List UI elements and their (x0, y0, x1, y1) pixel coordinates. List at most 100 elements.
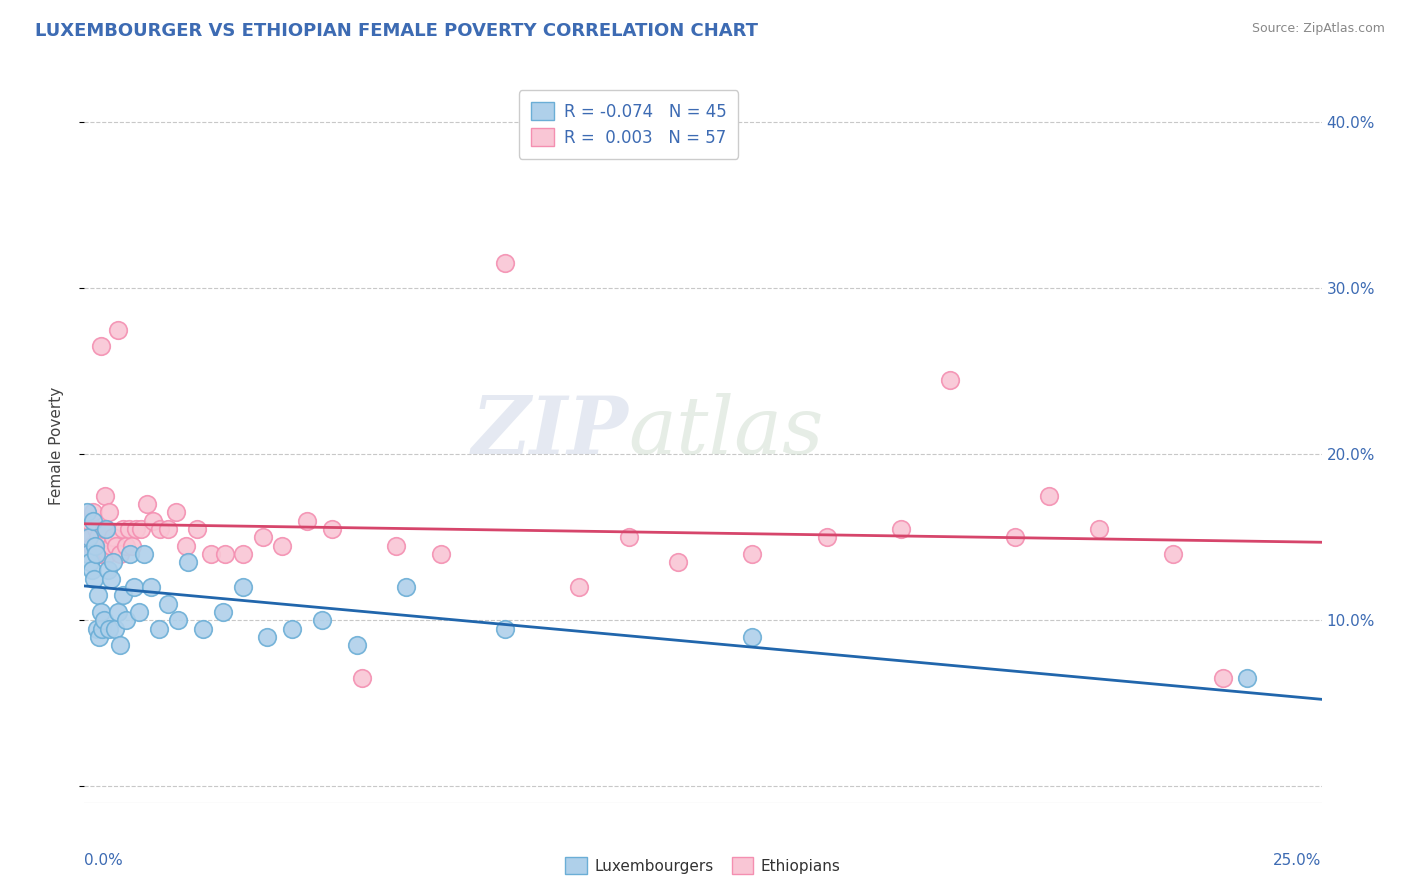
Point (112, 522, 135, 536)
Point (186, 522, 208, 536)
Point (429, 547, 451, 561)
Point (311, 613, 333, 627)
Point (232, 580, 254, 594)
Point (939, 373, 962, 387)
Point (110, 547, 132, 561)
Point (141, 580, 163, 594)
Point (84, 522, 107, 536)
Point (295, 514, 318, 528)
Point (666, 555, 689, 569)
Point (256, 630, 278, 644)
Point (617, 530, 640, 544)
Point (96, 547, 118, 561)
Point (94, 522, 117, 536)
Point (1004, 530, 1026, 544)
Point (76, 505, 98, 519)
Point (135, 497, 157, 511)
Point (1038, 489, 1060, 503)
Point (281, 622, 304, 636)
Point (385, 539, 408, 553)
Point (321, 522, 343, 536)
Legend: Luxembourgers, Ethiopians: Luxembourgers, Ethiopians (560, 851, 846, 880)
Point (90, 605, 112, 619)
Point (84, 547, 107, 561)
Text: 25.0%: 25.0% (1274, 853, 1322, 868)
Point (167, 613, 190, 627)
Point (90, 339, 112, 353)
Point (115, 613, 138, 627)
Point (494, 622, 516, 636)
Point (125, 522, 148, 536)
Point (86, 622, 108, 636)
Point (104, 622, 127, 636)
Point (80, 530, 103, 544)
Point (108, 638, 131, 652)
Point (157, 597, 180, 611)
Point (79, 555, 101, 569)
Point (122, 580, 145, 594)
Point (101, 530, 124, 544)
Point (149, 522, 172, 536)
Point (77, 547, 100, 561)
Point (1161, 547, 1184, 561)
Point (87, 530, 110, 544)
Point (346, 638, 368, 652)
Point (93, 613, 115, 627)
Point (252, 530, 274, 544)
Point (100, 572, 122, 586)
Point (111, 588, 134, 602)
Point (89, 547, 111, 561)
Point (83, 539, 105, 553)
Point (79, 530, 101, 544)
Point (101, 555, 124, 569)
Text: ZIP: ZIP (472, 393, 628, 470)
Point (741, 630, 763, 644)
Point (118, 522, 141, 536)
Legend: R = -0.074   N = 45, R =  0.003   N = 57: R = -0.074 N = 45, R = 0.003 N = 57 (519, 90, 738, 159)
Point (494, 256, 516, 270)
Point (232, 547, 254, 561)
Point (100, 539, 122, 553)
Point (271, 539, 294, 553)
Point (129, 522, 152, 536)
Point (395, 580, 418, 594)
Point (121, 539, 143, 553)
Point (91, 547, 114, 561)
Point (212, 605, 235, 619)
Point (177, 555, 200, 569)
Point (80, 564, 103, 578)
Point (93, 522, 115, 536)
Point (104, 539, 127, 553)
Point (107, 323, 129, 337)
Point (98, 505, 121, 519)
Point (87, 588, 110, 602)
Point (165, 505, 187, 519)
Point (1088, 522, 1111, 536)
Point (76, 547, 98, 561)
Point (82, 505, 104, 519)
Point (568, 580, 591, 594)
Text: Source: ZipAtlas.com: Source: ZipAtlas.com (1251, 22, 1385, 36)
Point (79, 514, 101, 528)
Point (156, 522, 179, 536)
Point (97, 564, 120, 578)
Point (83, 539, 105, 553)
Point (142, 514, 165, 528)
Point (200, 547, 222, 561)
Y-axis label: Female Poverty: Female Poverty (49, 387, 63, 505)
Point (82, 539, 104, 553)
Point (75, 522, 97, 536)
Point (350, 671, 373, 685)
Point (132, 547, 155, 561)
Text: 0.0%: 0.0% (84, 853, 124, 868)
Point (128, 605, 150, 619)
Text: atlas: atlas (628, 393, 824, 470)
Point (89, 630, 111, 644)
Point (148, 622, 170, 636)
Point (741, 547, 763, 561)
Point (82, 514, 104, 528)
Point (815, 530, 838, 544)
Point (91, 622, 114, 636)
Point (115, 539, 138, 553)
Point (1236, 671, 1258, 685)
